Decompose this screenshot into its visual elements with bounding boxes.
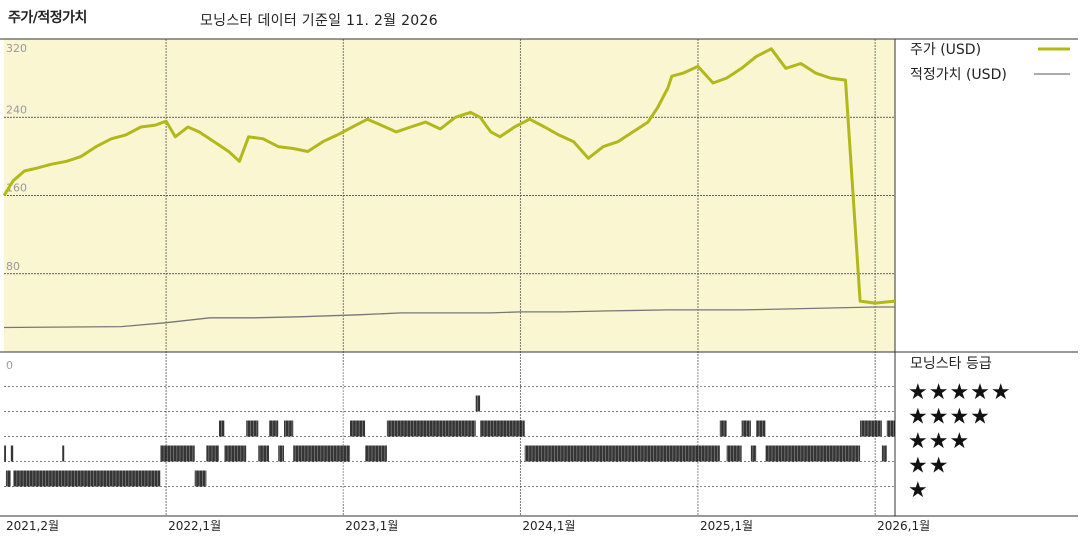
price-series-line [2, 47, 896, 305]
rating-period-bar [765, 445, 861, 462]
data-date-subtitle: 모닝스타 데이터 기준일 11. 2월 2026 [200, 13, 438, 29]
rating-period-bar [5, 470, 11, 487]
rating-period-bar [881, 445, 887, 462]
rating-period-bar [750, 445, 757, 462]
rating-period-bar [480, 420, 525, 437]
rating-period-bar [268, 420, 279, 437]
rating-period-bar [258, 445, 269, 462]
x-tick-label: 2023,1월 [345, 519, 398, 533]
rating-bar-texture [3, 366, 894, 504]
rating-period-bar [284, 420, 294, 437]
rating-period-bar [206, 445, 219, 462]
y-tick-label: 0 [6, 359, 13, 372]
chart-title: 주가/적정가치 [8, 10, 87, 26]
rating-period-bar [756, 420, 766, 437]
rating-period-bar [719, 420, 727, 437]
rating-period-bar [10, 445, 14, 462]
rating-star-label: ★★★★★ [908, 380, 1012, 405]
rating-star-label: ★★ [908, 454, 949, 479]
rating-period-bar [293, 445, 351, 462]
rating-period-bar [13, 470, 161, 487]
rating-period-bar [524, 445, 720, 462]
x-tick-label: 2025,1월 [700, 519, 753, 533]
rating-star-label: ★ [908, 478, 929, 503]
rating-period-bar [278, 445, 285, 462]
rating-period-bar [886, 420, 895, 437]
rating-star-label: ★★★ [908, 429, 970, 454]
rating-period-bar [224, 445, 247, 462]
fair-value-series-line [3, 306, 895, 329]
legend-label: 적정가치 (USD) [910, 67, 1007, 83]
rating-period-bar [386, 420, 476, 437]
rating-period-bar [62, 445, 65, 462]
rating-period-bar [860, 420, 882, 437]
x-tick-label: 2021,2월 [6, 519, 59, 533]
rating-period-bar [160, 445, 195, 462]
rating-legend-title: 모닝스타 등급 [910, 356, 992, 372]
rating-period-bar [246, 420, 259, 437]
x-tick-label: 2022,1월 [168, 519, 221, 533]
x-tick-label: 2024,1월 [522, 519, 575, 533]
y-tick-label: 240 [6, 103, 27, 116]
rating-star-label: ★★★★ [908, 405, 991, 430]
y-tick-label: 320 [6, 42, 27, 55]
rating-period-bar [726, 445, 742, 462]
x-tick-label: 2026,1월 [877, 519, 930, 533]
legend-label: 주가 (USD) [910, 42, 981, 58]
rating-period-bar [218, 420, 225, 437]
rating-period-bar [350, 420, 366, 437]
rating-period-bar [741, 420, 751, 437]
rating-period-bar [194, 470, 207, 487]
rating-period-bar [365, 445, 387, 462]
rating-period-bar [475, 395, 481, 412]
rating-period-bar [4, 445, 6, 462]
y-tick-label: 80 [6, 260, 20, 273]
